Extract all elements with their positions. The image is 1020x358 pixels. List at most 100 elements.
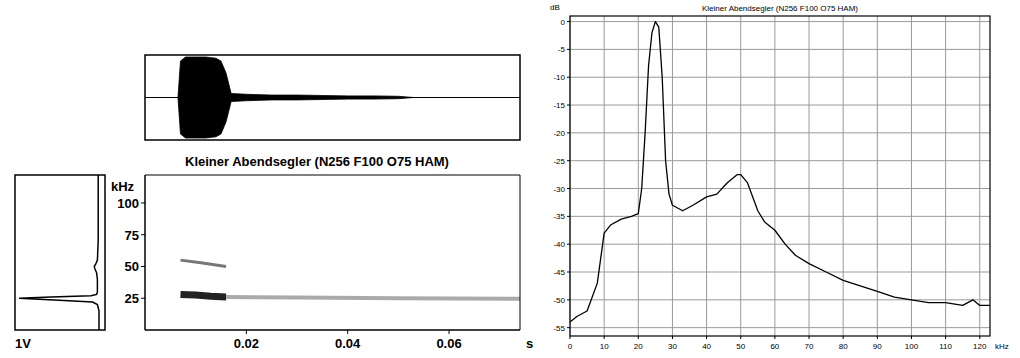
x-tick-label: 0 [568, 342, 573, 351]
grid-line-y [570, 299, 990, 300]
y-tick-label: -40 [553, 240, 565, 249]
x-tick [945, 336, 946, 339]
y-tick [567, 132, 570, 133]
y-tick [141, 234, 145, 235]
y-tick-label: 0 [561, 18, 566, 27]
plot-area [19, 175, 99, 330]
x-tick [809, 336, 810, 339]
spectrum-line [570, 22, 990, 323]
x-tick [570, 336, 571, 339]
y-tick-label: -5 [558, 45, 566, 54]
frame-top [145, 175, 520, 176]
x-tick [740, 336, 741, 339]
grid-line-x [979, 16, 980, 336]
y-tick [141, 202, 145, 203]
y-tick [567, 244, 570, 245]
x-axis-title: kHz [995, 342, 1009, 351]
grid-line-y [570, 132, 990, 133]
waveform-envelope [178, 57, 414, 138]
y-tick-label: -30 [553, 185, 565, 194]
grid-line-x [672, 16, 673, 336]
grid-line-y [570, 188, 990, 189]
grid-line-x [945, 16, 946, 336]
plot-ground [570, 16, 990, 336]
plot-frame [570, 16, 990, 336]
value-axis-label: 1V [15, 336, 31, 351]
x-tick-label: 20 [634, 342, 643, 351]
x-tick [877, 336, 878, 339]
x-tick [774, 336, 775, 339]
y-tick-label: -35 [553, 212, 565, 221]
y-tick [567, 77, 570, 78]
plot-area [180, 260, 520, 299]
y-tick-label: -25 [553, 157, 565, 166]
grid-line-y [570, 160, 990, 161]
y-tick [567, 49, 570, 50]
x-axis [145, 329, 520, 331]
y-tick-label: -55 [553, 324, 565, 333]
title: Kleiner Abendsegler (N256 F100 O75 HAM) [185, 154, 449, 169]
grid-line-x [604, 16, 605, 336]
spectrogram-trace [180, 294, 226, 297]
y-tick [567, 160, 570, 161]
waveform-frame [145, 55, 520, 140]
x-tick [911, 336, 912, 339]
y-tick [567, 272, 570, 273]
y-tick-label: -45 [553, 268, 565, 277]
x-tick-label: 0.06 [436, 336, 461, 351]
y-tick-label: -15 [553, 101, 565, 110]
y-tick [141, 266, 145, 267]
x-tick [706, 336, 707, 339]
x-tick-label: 40 [702, 342, 711, 351]
x-tick [843, 336, 844, 339]
spectrum-line [19, 175, 99, 330]
y-tick [141, 298, 145, 299]
y-tick-label: -20 [553, 129, 565, 138]
x-tick-label: 0.04 [335, 336, 361, 351]
y-tick-label: -10 [553, 73, 565, 82]
x-tick-label: 10 [600, 342, 609, 351]
frame-right [520, 175, 521, 330]
plot-area [570, 22, 990, 323]
grid-line-x [843, 16, 844, 336]
spectrogram-ground [145, 175, 520, 330]
spectrogram-trace [226, 297, 520, 299]
x-tick-label: 70 [805, 342, 814, 351]
grid-line-y [570, 21, 990, 22]
grid-line-y [570, 272, 990, 273]
x-tick-label: 110 [939, 342, 952, 351]
y-axis-title: dB [550, 3, 560, 12]
y-tick [567, 216, 570, 217]
y-axis-title: kHz [111, 179, 135, 194]
grid-line-y [570, 105, 990, 106]
y-tick-label: 25 [125, 291, 139, 306]
x-tick-label: 100 [905, 342, 919, 351]
y-tick-label: 75 [125, 228, 139, 243]
x-tick [604, 336, 605, 339]
x-tick-label: 60 [770, 342, 779, 351]
spectrum-frame [15, 175, 105, 330]
title: Kleiner Abendsegler (N256 F100 O75 HAM) [702, 4, 858, 13]
y-tick [567, 188, 570, 189]
x-tick [979, 336, 980, 339]
x-tick-label: 0.02 [234, 336, 259, 351]
y-tick-label: 50 [125, 259, 139, 274]
grid-line-y [570, 327, 990, 328]
x-axis-title: s [526, 336, 533, 351]
y-tick [567, 299, 570, 300]
grid-line-x [911, 16, 912, 336]
x-tick-label: 30 [668, 342, 677, 351]
x-tick-label: 80 [839, 342, 848, 351]
x-tick [672, 336, 673, 339]
y-tick-label: 100 [117, 196, 139, 211]
y-tick [567, 327, 570, 328]
x-tick [246, 330, 247, 334]
y-axis [144, 175, 146, 330]
y-tick-label: -50 [553, 296, 565, 305]
grid-line-x [774, 16, 775, 336]
grid-line-y [570, 244, 990, 245]
grid-line-y [570, 49, 990, 50]
grid-line-x [877, 16, 878, 336]
x-tick [347, 330, 348, 334]
figure: 2550751000.020.040.06kHzsKleiner Abendse… [0, 0, 1020, 358]
